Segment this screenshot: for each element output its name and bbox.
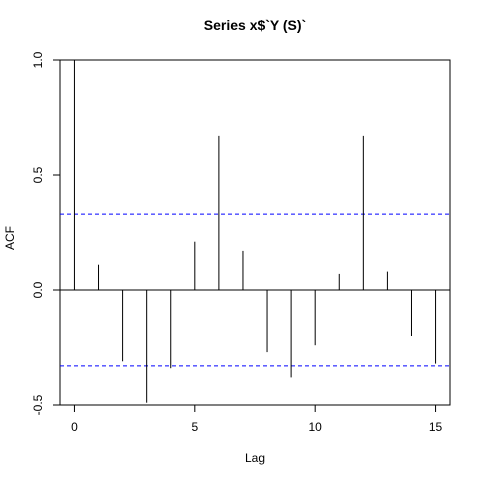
x-tick-label: 10 (309, 420, 323, 434)
y-axis-label: ACF (3, 226, 17, 250)
x-tick-label: 0 (71, 420, 78, 434)
x-tick-label: 15 (429, 420, 443, 434)
y-tick-label: 0.5 (31, 166, 45, 183)
plot-area: 0 5 10 15 -0.5 0.0 0.5 1.0 (31, 51, 450, 434)
plot-frame (59, 59, 451, 406)
y-tick-label: 0.0 (31, 281, 45, 298)
x-tick-label: 5 (191, 420, 198, 434)
chart-title: Series x$`Y (S)` (204, 17, 306, 33)
x-axis-label: Lag (245, 451, 265, 465)
y-tick-label: -0.5 (31, 394, 45, 415)
y-tick-label: 1.0 (31, 51, 45, 68)
